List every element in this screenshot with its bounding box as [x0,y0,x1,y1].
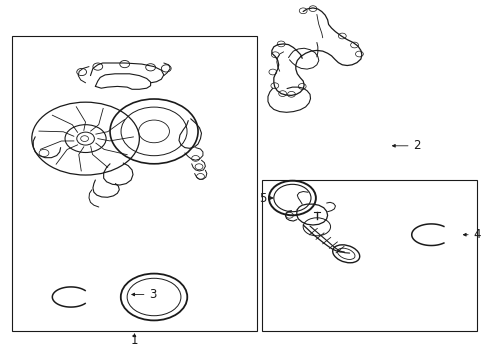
Text: 2: 2 [412,139,420,152]
Text: 5: 5 [259,192,266,204]
Bar [261,180,476,331]
Text: 1: 1 [130,334,138,347]
Text: 3: 3 [149,288,156,301]
Text: 4: 4 [472,228,480,241]
Bar [12,36,256,331]
